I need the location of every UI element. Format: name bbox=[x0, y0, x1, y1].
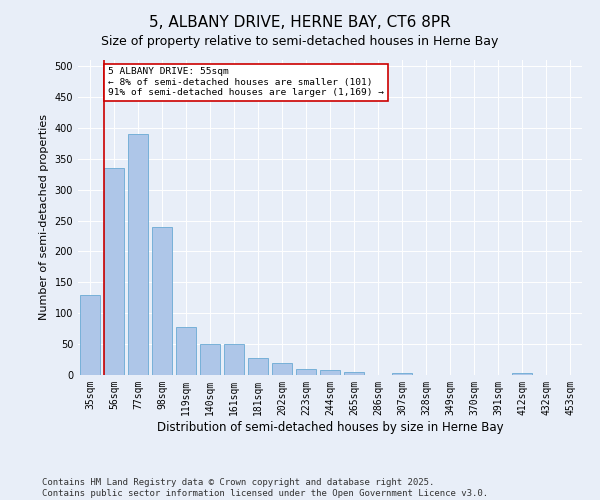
Bar bbox=[176, 328, 196, 375]
Bar bbox=[104, 168, 124, 375]
X-axis label: Distribution of semi-detached houses by size in Herne Bay: Distribution of semi-detached houses by … bbox=[157, 420, 503, 434]
Bar bbox=[200, 344, 220, 375]
Text: Contains HM Land Registry data © Crown copyright and database right 2025.
Contai: Contains HM Land Registry data © Crown c… bbox=[42, 478, 488, 498]
Bar bbox=[272, 364, 292, 375]
Bar bbox=[248, 358, 268, 375]
Bar bbox=[320, 370, 340, 375]
Bar bbox=[344, 372, 364, 375]
Bar bbox=[128, 134, 148, 375]
Bar bbox=[224, 344, 244, 375]
Text: 5, ALBANY DRIVE, HERNE BAY, CT6 8PR: 5, ALBANY DRIVE, HERNE BAY, CT6 8PR bbox=[149, 15, 451, 30]
Bar bbox=[80, 294, 100, 375]
Bar bbox=[512, 373, 532, 375]
Text: Size of property relative to semi-detached houses in Herne Bay: Size of property relative to semi-detach… bbox=[101, 35, 499, 48]
Text: 5 ALBANY DRIVE: 55sqm
← 8% of semi-detached houses are smaller (101)
91% of semi: 5 ALBANY DRIVE: 55sqm ← 8% of semi-detac… bbox=[108, 68, 384, 97]
Y-axis label: Number of semi-detached properties: Number of semi-detached properties bbox=[39, 114, 49, 320]
Bar bbox=[152, 227, 172, 375]
Bar bbox=[296, 369, 316, 375]
Bar bbox=[392, 373, 412, 375]
